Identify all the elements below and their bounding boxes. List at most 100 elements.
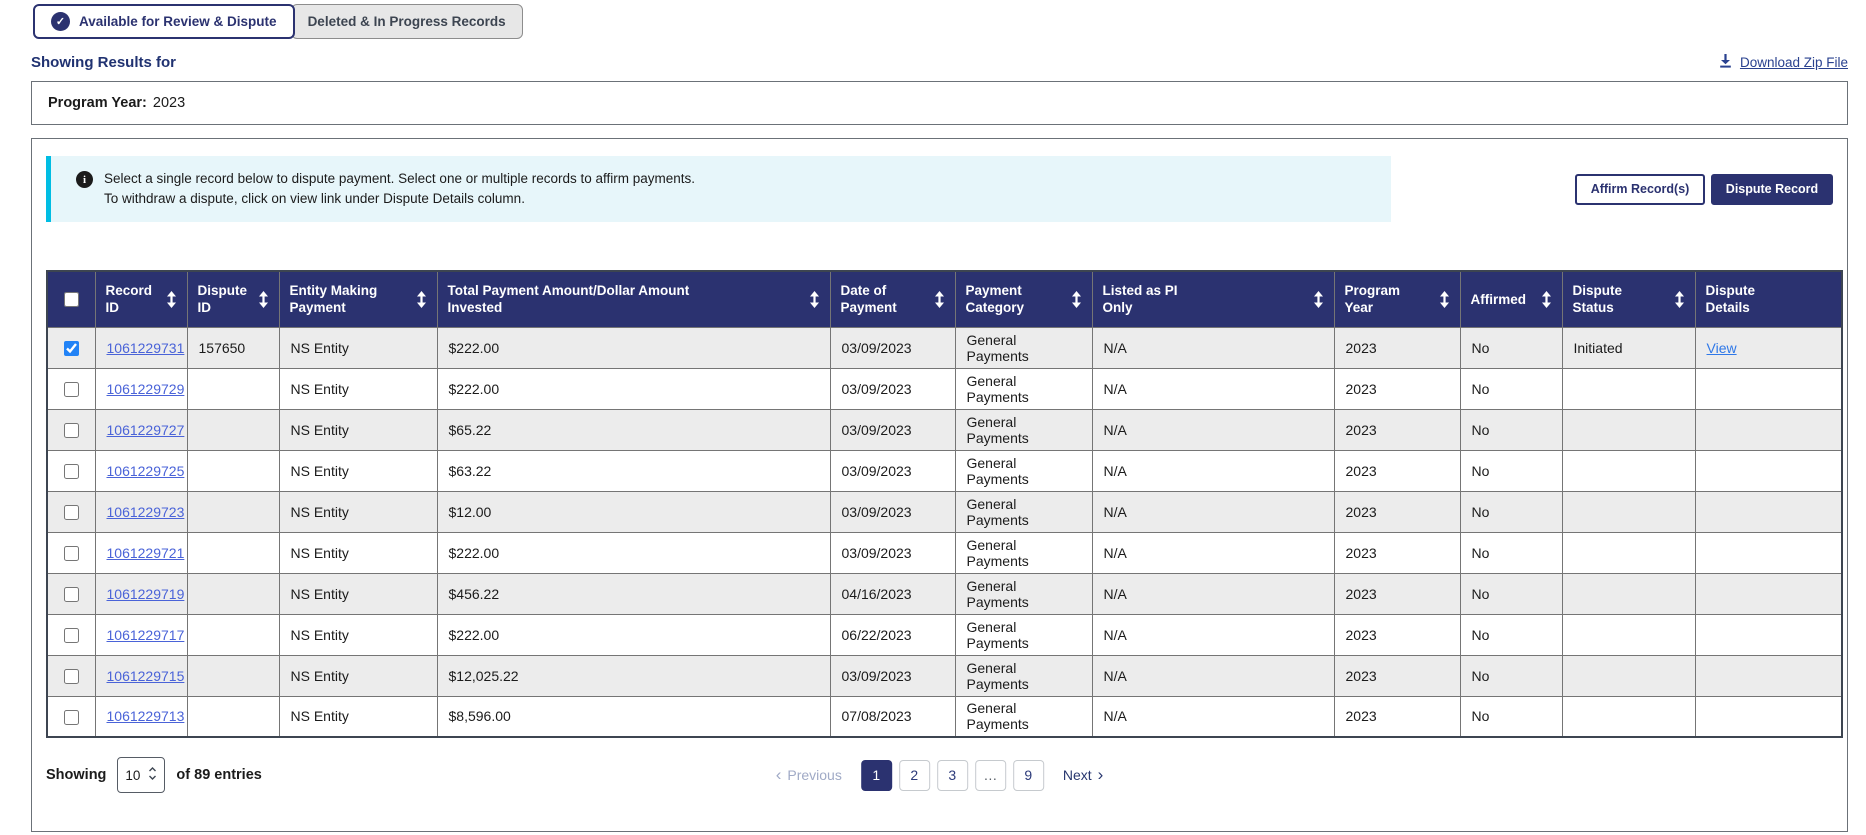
record-id-link[interactable]: 1061229713	[106, 708, 185, 725]
sort-icon[interactable]	[1313, 290, 1324, 308]
column-header-total-payment-amount[interactable]: Total Payment Amount/Dollar Amount Inves…	[436, 270, 831, 328]
cell-date: 07/08/2023	[829, 695, 956, 738]
sort-icon[interactable]	[1541, 290, 1552, 308]
record-id-link[interactable]: 1061229723	[106, 503, 185, 520]
cell-record-id: 1061229727	[94, 408, 188, 451]
row-checkbox[interactable]	[63, 586, 79, 602]
cell-details	[1694, 531, 1843, 574]
row-checkbox[interactable]	[63, 463, 79, 479]
tab-label: Available for Review & Dispute	[79, 14, 277, 29]
cell-category: General Payments	[954, 572, 1093, 615]
cell-category: General Payments	[954, 695, 1093, 738]
sort-icon[interactable]	[166, 290, 177, 308]
record-id-link[interactable]: 1061229731	[106, 339, 185, 356]
column-header-affirmed[interactable]: Affirmed	[1459, 270, 1563, 328]
column-header-date-of-payment[interactable]: Date of Payment	[829, 270, 956, 328]
row-checkbox[interactable]	[63, 627, 79, 643]
column-header-record-id[interactable]: Record ID	[94, 270, 188, 328]
tab-deleted-in-progress-records[interactable]: Deleted & In Progress Records	[290, 4, 523, 39]
row-checkbox[interactable]	[63, 504, 79, 520]
cell-amount: $222.00	[436, 326, 831, 369]
cell-year: 2023	[1333, 367, 1461, 410]
row-select-cell	[46, 490, 96, 533]
record-id-link[interactable]: 1061229719	[106, 585, 185, 602]
pagination: ‹ Previous 1 2 3… 9 Next ›	[775, 759, 1103, 791]
dispute-record-button[interactable]: Dispute Record	[1711, 173, 1833, 205]
program-year-box: Program Year: 2023	[31, 81, 1848, 125]
pagination-page-2[interactable]: 2	[898, 759, 930, 791]
pagination-page-9[interactable]: 9	[1012, 759, 1044, 791]
sort-icon[interactable]	[934, 290, 945, 308]
cell-amount: $12.00	[436, 490, 831, 533]
pagination-next-button[interactable]: Next ›	[1063, 766, 1103, 783]
sort-icon[interactable]	[809, 290, 820, 308]
cell-dispute-id: 157650	[186, 326, 280, 369]
cell-dispute-id	[186, 367, 280, 410]
view-dispute-link[interactable]: View	[1706, 339, 1737, 356]
cell-year: 2023	[1333, 326, 1461, 369]
tab-available-for-review-dispute[interactable]: ✓ Available for Review & Dispute	[33, 4, 295, 39]
record-id-link[interactable]: 1061229729	[106, 380, 185, 397]
pagination-page-3[interactable]: 3	[936, 759, 968, 791]
cell-record-id: 1061229725	[94, 449, 188, 492]
info-banner: i Select a single record below to disput…	[46, 156, 1391, 222]
chevron-left-icon: ‹	[775, 765, 782, 784]
record-id-link[interactable]: 1061229717	[106, 626, 185, 643]
table-row: 1061229719 NS Entity $456.22 04/16/2023 Gene…	[46, 572, 1843, 615]
cell-category: General Payments	[954, 408, 1093, 451]
column-header-listed-as-pi-only[interactable]: Listed as PI Only	[1091, 270, 1335, 328]
showing-label: Showing	[46, 767, 107, 783]
cell-record-id: 1061229713	[94, 695, 188, 738]
record-id-link[interactable]: 1061229721	[106, 544, 185, 561]
cell-amount: $222.00	[436, 367, 831, 410]
row-checkbox[interactable]	[63, 545, 79, 561]
cell-status	[1561, 531, 1696, 574]
column-header-entity-making-payment[interactable]: Entity Making Payment	[278, 270, 438, 328]
pagination-page-1[interactable]: 1	[860, 759, 892, 791]
cell-affirmed: No	[1459, 408, 1563, 451]
download-zip-link[interactable]: Download Zip File	[1718, 53, 1848, 71]
cell-record-id: 1061229731	[94, 326, 188, 369]
sort-icon[interactable]	[1071, 290, 1082, 308]
record-id-link[interactable]: 1061229727	[106, 421, 185, 438]
affirm-records-button[interactable]: Affirm Record(s)	[1575, 173, 1705, 205]
record-id-link[interactable]: 1061229725	[106, 462, 185, 479]
page-size-select[interactable]: 10	[117, 757, 166, 793]
row-checkbox[interactable]	[63, 422, 79, 438]
cell-year: 2023	[1333, 490, 1461, 533]
cell-date: 03/09/2023	[829, 326, 956, 369]
select-all-checkbox[interactable]	[63, 292, 79, 308]
row-checkbox[interactable]	[63, 381, 79, 397]
entries-count-label: of 89 entries	[176, 767, 262, 783]
sort-icon[interactable]	[416, 290, 427, 308]
download-icon	[1718, 53, 1733, 71]
row-checkbox[interactable]	[63, 709, 79, 725]
row-checkbox[interactable]	[63, 340, 79, 356]
pagination-prev-button[interactable]: ‹ Previous	[775, 765, 842, 784]
cell-category: General Payments	[954, 367, 1093, 410]
cell-category: General Payments	[954, 490, 1093, 533]
download-zip-label: Download Zip File	[1739, 54, 1848, 70]
cell-details	[1694, 449, 1843, 492]
table-row: 1061229721 NS Entity $222.00 03/09/2023 Gene…	[46, 531, 1843, 574]
pagination-prev-label: Previous	[787, 767, 842, 783]
row-checkbox[interactable]	[63, 668, 79, 684]
table-row: 1061229731 157650 NS Entity $222.00 03/09/20…	[46, 326, 1843, 369]
table-header: Record ID Dispute ID Entity Making Payme…	[46, 270, 1843, 328]
column-header-dispute-id[interactable]: Dispute ID	[186, 270, 280, 328]
select-all-header	[46, 270, 96, 328]
check-circle-icon: ✓	[51, 12, 70, 31]
sort-icon[interactable]	[1439, 290, 1450, 308]
tab-label: Deleted & In Progress Records	[307, 14, 506, 29]
info-banner-line2: To withdraw a dispute, click on view lin…	[104, 191, 525, 206]
results-header-row: Showing Results for Download Zip File	[31, 53, 1848, 71]
sort-icon[interactable]	[258, 290, 269, 308]
cell-record-id: 1061229715	[94, 654, 188, 697]
cell-pi-only: N/A	[1091, 326, 1335, 369]
column-header-program-year[interactable]: Program Year	[1333, 270, 1461, 328]
sort-icon[interactable]	[1674, 290, 1685, 308]
column-header-payment-category[interactable]: Payment Category	[954, 270, 1093, 328]
record-id-link[interactable]: 1061229715	[106, 667, 185, 684]
cell-amount: $222.00	[436, 531, 831, 574]
column-header-dispute-status[interactable]: Dispute Status	[1561, 270, 1696, 328]
